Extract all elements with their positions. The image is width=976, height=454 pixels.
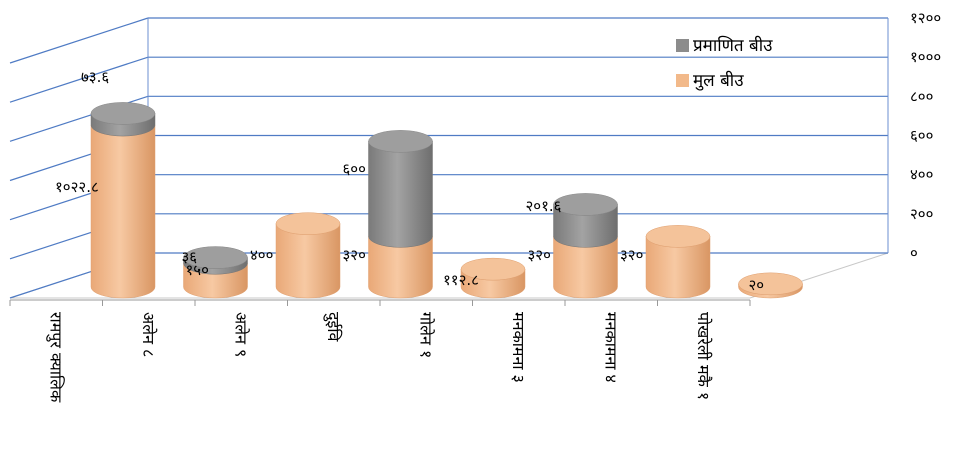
y-tick-label: ८०० bbox=[910, 87, 933, 105]
data-label-mul-biu: २० bbox=[749, 276, 765, 294]
gridline-side bbox=[9, 17, 149, 64]
x-category-label: अलेन ८ bbox=[139, 312, 158, 357]
bar-pramanit-biu-top bbox=[90, 102, 156, 125]
legend-label: प्रमाणित बीउ bbox=[693, 35, 773, 56]
legend-swatch bbox=[676, 39, 689, 52]
x-category-label: पोखरेली मकै १ bbox=[694, 312, 713, 400]
x-category-label: रामपुर क्यालिक bbox=[45, 312, 65, 403]
data-label-mul-biu: ३२० bbox=[620, 246, 643, 264]
data-label-mul-biu: १०२२.८ bbox=[55, 178, 99, 196]
bar-mul-biu-top bbox=[738, 272, 803, 296]
data-label-mul-biu: १५० bbox=[186, 261, 209, 279]
x-category-label: गोलेन १ bbox=[416, 312, 435, 358]
bar-pramanit-biu bbox=[368, 141, 433, 248]
bar-pramanit-biu-top bbox=[368, 130, 433, 153]
data-label-pramanit-biu: २०१.६ bbox=[526, 197, 562, 215]
x-category-label: दुईवि bbox=[323, 312, 343, 342]
y-tick-label: ४०० bbox=[910, 166, 933, 184]
data-label-pramanit-biu: ३६ bbox=[182, 248, 198, 266]
data-label-mul-biu: ४०० bbox=[250, 246, 273, 264]
y-tick-label: १००० bbox=[910, 48, 941, 66]
data-label-mul-biu: ३२० bbox=[343, 246, 366, 264]
legend-label: मुल बीउ bbox=[693, 70, 744, 91]
x-category-label: मनकामना ४ bbox=[601, 312, 620, 383]
y-tick-label: १२०० bbox=[910, 9, 941, 27]
gridline-side bbox=[9, 56, 149, 103]
y-tick-label: २०० bbox=[910, 205, 933, 223]
y-tick-label: ० bbox=[910, 244, 918, 262]
bar-pramanit-biu-top bbox=[553, 193, 618, 216]
x-category-label: अलेन ९ bbox=[231, 312, 250, 357]
bar-mul-biu-top bbox=[645, 225, 711, 248]
legend-swatch bbox=[676, 74, 689, 87]
data-label-pramanit-biu: ६०० bbox=[343, 160, 366, 178]
bar-mul-biu-top bbox=[275, 212, 341, 235]
y-tick-label: ६०० bbox=[910, 127, 933, 145]
data-label-pramanit-biu: ७३.६ bbox=[81, 68, 109, 86]
x-category-label: मनकामना ३ bbox=[509, 312, 528, 383]
bar-mul-biu-top bbox=[460, 257, 526, 281]
bar-mul-biu bbox=[90, 125, 156, 299]
bar-pramanit-biu-top bbox=[183, 246, 248, 269]
data-label-mul-biu: ११२.८ bbox=[443, 271, 479, 289]
data-label-mul-biu: ३२० bbox=[528, 246, 551, 264]
